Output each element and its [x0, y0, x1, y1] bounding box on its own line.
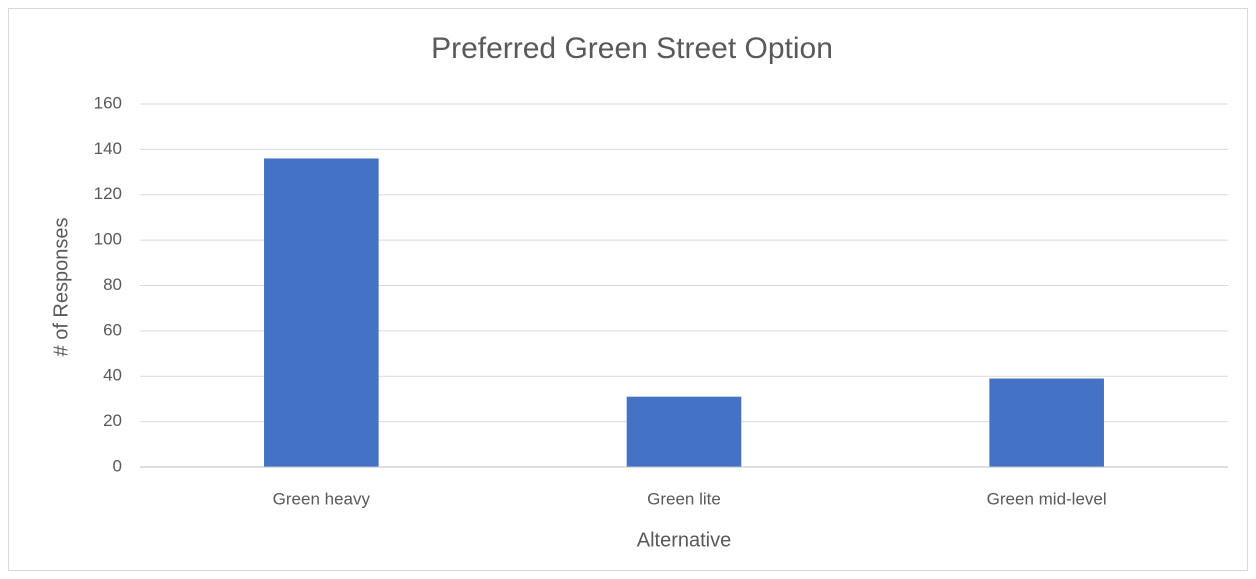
x-tick-label: Green lite — [647, 489, 721, 508]
y-axis-title: # of Responses — [50, 218, 72, 357]
x-tick-label: Green heavy — [273, 489, 371, 508]
bar — [626, 396, 742, 467]
chart-title: Preferred Green Street Option — [431, 32, 833, 65]
y-tick-label: 120 — [94, 184, 122, 203]
y-tick-label: 140 — [94, 139, 122, 158]
y-tick-label: 0 — [113, 456, 122, 475]
y-tick-label: 100 — [94, 230, 122, 249]
bar — [264, 158, 379, 467]
y-tick-label: 40 — [103, 366, 122, 385]
y-tick-label: 20 — [103, 411, 122, 430]
y-tick-label: 60 — [103, 320, 122, 339]
chart-border — [8, 8, 1248, 571]
x-tick-label: Green mid-level — [987, 489, 1107, 508]
y-tick-label: 80 — [103, 275, 122, 294]
y-tick-label: 160 — [94, 93, 122, 112]
x-axis-title: Alternative — [637, 529, 732, 551]
bar — [989, 378, 1104, 467]
